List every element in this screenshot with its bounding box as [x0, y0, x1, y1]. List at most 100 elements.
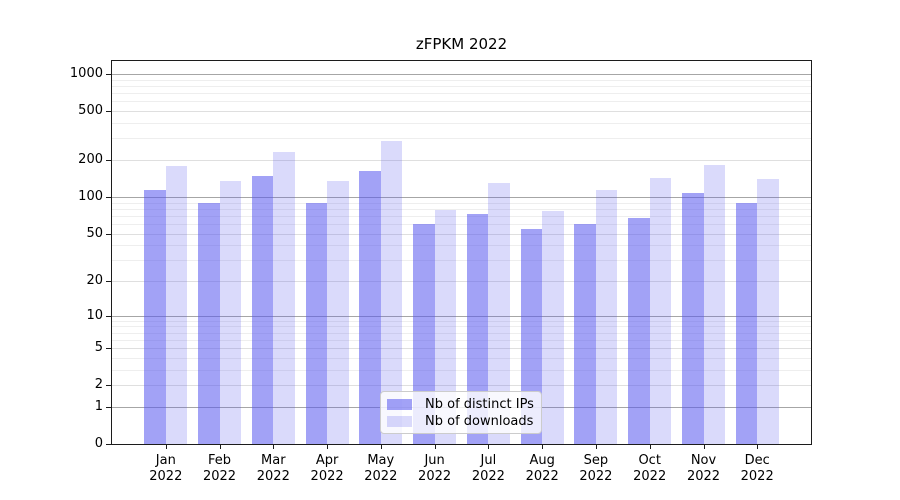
gridline — [112, 101, 811, 103]
bar-downloads — [380, 140, 403, 444]
x-tick-label-year: 2022 — [525, 469, 559, 484]
x-tick-mark — [649, 445, 651, 449]
gridline — [112, 245, 811, 247]
bar-distinct-ips — [682, 193, 704, 444]
gridline — [112, 233, 811, 235]
y-tick-mark — [106, 160, 111, 161]
gridline — [112, 315, 811, 317]
bar-distinct-ips — [413, 223, 435, 444]
x-tick-label: Apr 2022 — [297, 453, 357, 485]
y-tick-mark — [106, 281, 111, 282]
bar-distinct-ips — [198, 202, 220, 444]
gridline — [112, 111, 811, 113]
bar-downloads — [595, 190, 618, 444]
gridline — [112, 93, 811, 95]
bar-distinct-ips — [251, 176, 274, 444]
bar-downloads — [434, 210, 457, 444]
x-tick-mark — [703, 445, 705, 449]
x-tick-label: Dec 2022 — [727, 453, 787, 485]
x-tick-label-year: 2022 — [740, 469, 774, 484]
x-tick-label: Nov 2022 — [674, 453, 734, 485]
x-tick-label-year: 2022 — [149, 469, 183, 484]
x-tick-label: Jun 2022 — [405, 453, 465, 485]
gridline — [112, 348, 811, 350]
y-tick-mark — [106, 406, 111, 408]
x-tick-label: Jan 2022 — [136, 453, 196, 485]
y-tick-mark — [106, 196, 111, 198]
x-tick-label: Jul 2022 — [458, 453, 518, 485]
gridline — [112, 74, 811, 75]
x-tick-mark — [757, 445, 759, 449]
gridline — [112, 215, 811, 217]
x-tick-label: Sep 2022 — [566, 453, 626, 485]
x-tick-label-month: Dec — [744, 453, 770, 468]
y-tick-label: 2 — [94, 377, 103, 393]
bar-distinct-ips — [359, 170, 381, 444]
gridline — [112, 339, 811, 341]
gridline — [112, 326, 811, 328]
x-tick-label: Mar 2022 — [243, 453, 303, 485]
chart-title: zFPKM 2022 — [415, 35, 508, 53]
legend-label-downloads: Nb of downloads — [425, 414, 534, 429]
x-tick-label-month: Jan — [155, 453, 176, 468]
legend-item-downloads: Nb of downloads — [387, 413, 541, 430]
x-tick-label-year: 2022 — [202, 469, 237, 484]
gridline — [112, 385, 811, 387]
bar-distinct-ips — [305, 203, 328, 444]
bar-downloads — [542, 211, 564, 444]
legend: Nb of distinct IPs Nb of downloads — [380, 391, 542, 434]
gridline — [112, 123, 811, 124]
bar-downloads — [219, 181, 241, 444]
gridline — [112, 202, 811, 204]
gridline — [112, 208, 811, 210]
bar-downloads — [273, 151, 295, 444]
x-tick-label: Aug 2022 — [512, 453, 572, 485]
x-tick-label-month: Jun — [424, 453, 445, 468]
gridline — [112, 79, 811, 81]
y-tick-mark — [106, 348, 111, 350]
x-tick-label: Oct 2022 — [620, 453, 680, 485]
x-tick-label-month: Feb — [207, 453, 232, 468]
y-tick-mark — [106, 315, 111, 317]
x-tick-mark — [488, 445, 490, 449]
x-tick-mark — [165, 445, 167, 449]
legend-swatch-distinct-ips — [387, 399, 412, 410]
x-tick-label-year: 2022 — [310, 469, 344, 484]
y-tick-mark — [106, 233, 111, 235]
x-tick-label-month: Aug — [529, 453, 555, 468]
gridline — [112, 320, 811, 322]
y-tick-label: 20 — [86, 273, 103, 288]
y-tick-label: 1000 — [69, 66, 103, 81]
x-tick-mark — [542, 445, 544, 449]
x-tick-mark — [595, 445, 597, 449]
legend-item-distinct-ips: Nb of distinct IPs — [387, 396, 541, 413]
x-tick-label-year: 2022 — [256, 469, 290, 484]
x-tick-label-year: 2022 — [364, 469, 398, 484]
bar-distinct-ips — [574, 223, 596, 444]
gridline — [112, 138, 811, 140]
bar-downloads — [165, 166, 188, 444]
bar-distinct-ips — [735, 203, 758, 444]
y-tick-label: 0 — [94, 436, 103, 451]
x-tick-label-year: 2022 — [633, 469, 667, 484]
x-tick-label-month: Apr — [315, 453, 339, 468]
y-tick-label: 10 — [86, 307, 103, 323]
bar-distinct-ips — [520, 229, 543, 444]
gridline — [112, 357, 811, 359]
y-tick-mark — [106, 111, 111, 113]
plot-area — [111, 60, 812, 445]
bar-distinct-ips — [144, 189, 166, 444]
gridline — [112, 196, 811, 198]
bar-distinct-ips — [628, 218, 650, 444]
bar-downloads — [703, 164, 725, 444]
legend-label-distinct-ips: Nb of distinct IPs — [425, 397, 534, 412]
x-tick-label-month: Oct — [638, 453, 661, 468]
y-tick-label: 1 — [94, 398, 103, 414]
x-tick-label-year: 2022 — [579, 469, 613, 484]
x-tick-mark — [219, 445, 221, 449]
bar-distinct-ips — [466, 214, 489, 444]
gridline — [112, 260, 811, 262]
x-tick-label-month: Sep — [583, 453, 609, 468]
x-tick-mark — [327, 445, 329, 449]
